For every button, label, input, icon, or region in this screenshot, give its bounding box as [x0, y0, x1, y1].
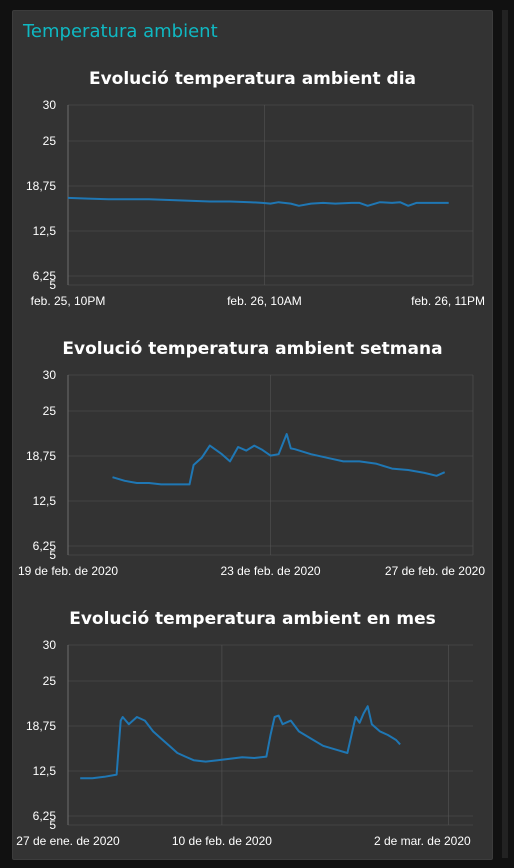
y-tick-label: 5 — [49, 548, 56, 562]
y-tick-label: 6,25 — [33, 539, 57, 553]
y-tick-label: 25 — [43, 404, 57, 418]
y-tick-label: 5 — [49, 278, 56, 292]
x-tick-label: 27 de feb. de 2020 — [385, 564, 485, 578]
x-tick-label: feb. 26, 10AM — [227, 294, 302, 308]
x-tick-label: 27 de ene. de 2020 — [16, 834, 120, 848]
y-tick-label: 18,75 — [26, 449, 56, 463]
chart-week[interactable]: 30 25 18,75 12,5 6,255 19 de feb. de 2020 23 d… — [13, 368, 492, 581]
y-tick-label: 18,75 — [26, 179, 56, 193]
y-tick-label: 30 — [43, 638, 57, 652]
chart-day[interactable]: 30 25 18,75 12,5 6,255 feb. 25, 10PM feb. 26, … — [13, 98, 492, 311]
x-tick-label: 23 de feb. de 2020 — [220, 564, 320, 578]
x-tick-label: feb. 25, 10PM — [31, 294, 106, 308]
scrollbar[interactable] — [502, 10, 508, 858]
x-tick-label: feb. 26, 11PM — [411, 294, 485, 308]
chart-month[interactable]: 30 25 18,75 12,5 6,255 27 de ene. de 2020 10 d… — [13, 638, 492, 851]
y-tick-label: 6,25 — [33, 809, 57, 823]
series-line-month — [80, 705, 401, 780]
y-tick-label: 25 — [43, 134, 57, 148]
y-tick-label: 12,5 — [33, 224, 57, 238]
chart-title-day: Evolució temperatura ambient dia — [88, 69, 417, 89]
y-tick-label: 18,75 — [26, 719, 56, 733]
x-tick-label: 19 de feb. de 2020 — [18, 564, 118, 578]
y-tick-label: 30 — [43, 98, 57, 112]
x-tick-label: 2 de mar. de 2020 — [374, 834, 471, 848]
temperature-panel: Temperatura ambient Evolució temperatura… — [12, 10, 493, 860]
y-tick-label: 12,5 — [33, 494, 57, 508]
panel-title: Temperatura ambient — [23, 21, 218, 42]
series-line-week — [112, 433, 446, 486]
x-tick-label: 10 de feb. de 2020 — [172, 834, 272, 848]
chart-title-month: Evolució temperatura ambient en mes — [69, 609, 436, 629]
y-tick-label: 12,5 — [33, 764, 57, 778]
y-tick-label: 6,25 — [33, 269, 57, 283]
series-line-day — [67, 196, 449, 207]
y-tick-label: 5 — [49, 818, 56, 832]
y-tick-label: 30 — [43, 368, 57, 382]
chart-title-week: Evolució temperatura ambient setmana — [62, 339, 443, 359]
y-tick-label: 25 — [43, 674, 57, 688]
